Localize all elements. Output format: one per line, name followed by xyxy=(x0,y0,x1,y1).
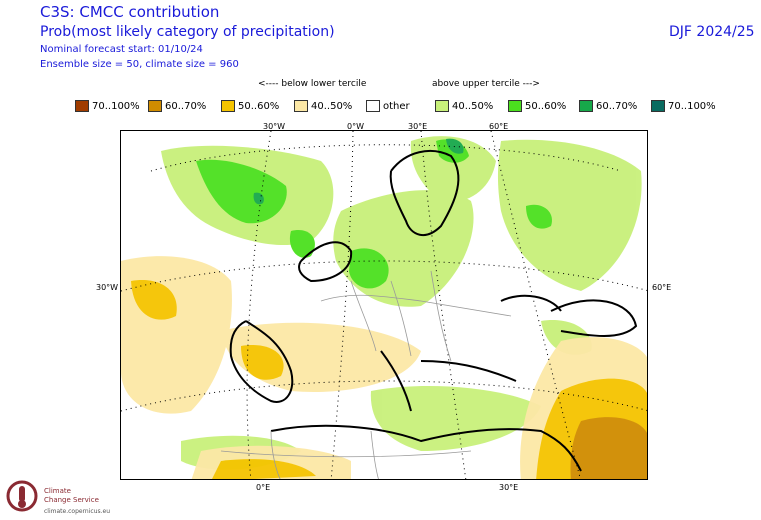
legend-swatch xyxy=(294,100,308,112)
legend-item: 40..50% xyxy=(294,99,352,113)
forecast-map xyxy=(120,130,648,480)
logo-text-line1: Climate xyxy=(44,487,71,495)
shade-pale-yellow xyxy=(121,256,232,414)
lon-label-60e: 60°E xyxy=(489,122,509,131)
legend-swatch xyxy=(435,100,449,112)
below-tercile-shading xyxy=(121,256,647,479)
shade-orange xyxy=(570,417,647,479)
legend-swatch xyxy=(148,100,162,112)
shade-green xyxy=(526,204,552,229)
color-legend: 70..100% 60..70% 50..60% 40..50% other 4… xyxy=(75,99,735,113)
lat-label-left: 30°W xyxy=(96,283,119,292)
shade-light-green xyxy=(333,190,474,307)
legend-label: 70..100% xyxy=(92,100,140,112)
above-tercile-label: above upper tercile ---> xyxy=(432,79,540,89)
coastlines xyxy=(229,150,638,472)
shade-green xyxy=(289,230,315,258)
legend-label: 40..50% xyxy=(452,100,494,112)
legend-label: 60..70% xyxy=(165,100,207,112)
legend-swatch xyxy=(366,100,380,112)
logo-text-line2: Change Service xyxy=(44,496,99,504)
graticule xyxy=(121,131,647,479)
shade-light-green xyxy=(497,139,642,291)
lon-label-30w: 30°W xyxy=(263,122,286,131)
legend-item: 60..70% xyxy=(148,99,206,113)
lon-label-0w: 0°W xyxy=(347,122,364,131)
legend-label: 50..60% xyxy=(238,100,280,112)
map-title: C3S: CMCC contribution xyxy=(40,3,220,21)
below-tercile-label: <---- below lower tercile xyxy=(258,79,367,89)
shade-green xyxy=(349,248,389,289)
map-subtitle: Prob(most likely category of precipitati… xyxy=(40,24,335,40)
legend-swatch xyxy=(651,100,665,112)
legend-label: 40..50% xyxy=(311,100,353,112)
legend-label: 50..60% xyxy=(525,100,567,112)
shade-yellow xyxy=(131,280,177,320)
copernicus-logo xyxy=(6,480,38,512)
legend-item: other xyxy=(366,99,410,113)
legend-item: 60..70% xyxy=(579,99,637,113)
season-label: DJF 2024/25 xyxy=(669,24,755,40)
country-borders xyxy=(220,270,512,479)
shade-light-green xyxy=(410,136,496,202)
legend-swatch xyxy=(579,100,593,112)
legend-swatch xyxy=(508,100,522,112)
shade-yellow xyxy=(212,459,316,479)
legend-swatch xyxy=(221,100,235,112)
legend-item: 70..100% xyxy=(75,99,140,113)
shade-yellow xyxy=(241,345,284,380)
logo-url: climate.copernicus.eu xyxy=(44,508,111,515)
legend-item: 50..60% xyxy=(221,99,279,113)
legend-label: 70..100% xyxy=(668,100,716,112)
legend-swatch xyxy=(75,100,89,112)
lon-label-30e: 30°E xyxy=(408,122,428,131)
legend-item: 50..60% xyxy=(508,99,566,113)
forecast-start-text: Nominal forecast start: 01/10/24 xyxy=(40,44,203,55)
shade-light-green xyxy=(370,386,541,451)
lon-label-bottom-30e: 30°E xyxy=(499,483,519,492)
lat-label-right: 60°E xyxy=(652,283,672,292)
legend-item: 40..50% xyxy=(435,99,493,113)
legend-label: 60..70% xyxy=(596,100,638,112)
ensemble-size-text: Ensemble size = 50, climate size = 960 xyxy=(40,59,239,70)
legend-label: other xyxy=(383,100,410,112)
map-canvas xyxy=(121,131,647,479)
lon-label-bottom-0e: 0°E xyxy=(256,483,271,492)
legend-item: 70..100% xyxy=(651,99,716,113)
